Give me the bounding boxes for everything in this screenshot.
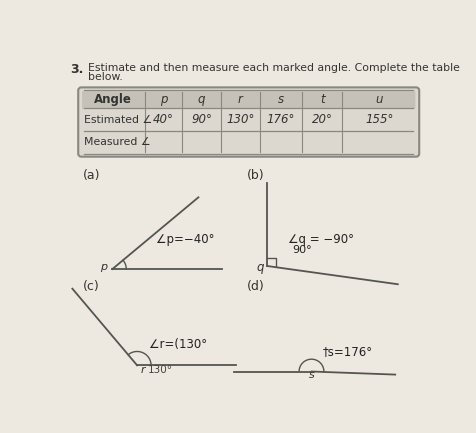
Text: (c): (c) <box>83 280 99 293</box>
Text: p: p <box>159 93 167 106</box>
Text: r: r <box>237 93 242 106</box>
Text: q: q <box>256 261 263 274</box>
Text: 155°: 155° <box>364 113 393 126</box>
Text: 3.: 3. <box>70 63 84 76</box>
Text: u: u <box>375 93 382 106</box>
Text: q: q <box>197 93 205 106</box>
Text: 130°: 130° <box>226 113 254 126</box>
Text: Estimated ∠: Estimated ∠ <box>84 115 152 125</box>
Text: †s=176°: †s=176° <box>322 345 372 358</box>
Text: (d): (d) <box>247 280 264 293</box>
Text: ∠q = −90°: ∠q = −90° <box>288 233 354 246</box>
FancyBboxPatch shape <box>78 87 418 157</box>
Text: t: t <box>319 93 324 106</box>
Text: Angle: Angle <box>94 93 132 106</box>
Text: 90°: 90° <box>291 245 311 255</box>
Text: Measured ∠: Measured ∠ <box>84 137 151 147</box>
Text: (a): (a) <box>83 169 100 182</box>
Text: below.: below. <box>87 72 122 82</box>
Text: s: s <box>277 93 283 106</box>
Text: ∠p=−40°: ∠p=−40° <box>156 233 215 246</box>
Text: r: r <box>140 365 145 375</box>
Text: Estimate and then measure each marked angle. Complete the table: Estimate and then measure each marked an… <box>87 63 458 73</box>
Text: 40°: 40° <box>153 113 174 126</box>
Text: p: p <box>99 262 107 272</box>
Text: 176°: 176° <box>266 113 295 126</box>
Text: 130°: 130° <box>148 365 173 375</box>
Text: 20°: 20° <box>311 113 332 126</box>
FancyBboxPatch shape <box>82 91 415 109</box>
Text: 90°: 90° <box>190 113 211 126</box>
Text: s: s <box>308 371 314 381</box>
Text: ∠r=(130°: ∠r=(130° <box>149 339 207 352</box>
Text: (b): (b) <box>247 169 264 182</box>
